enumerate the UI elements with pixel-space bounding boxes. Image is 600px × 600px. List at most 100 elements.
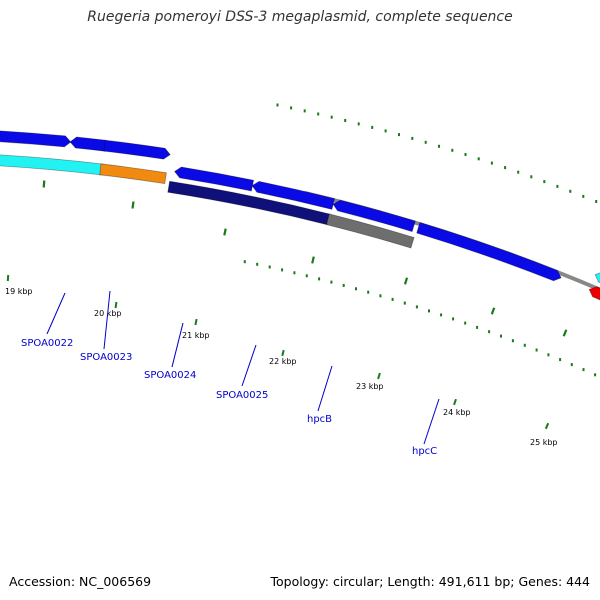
gene-feature[interactable] [69,136,107,152]
scale-tick-minor [424,140,427,144]
gene-label-connector [241,344,257,387]
scale-tick-minor [440,313,443,317]
gene-feature[interactable] [0,130,72,148]
scale-tick-minor [523,343,526,347]
scale-tick-major [194,318,198,326]
scale-tick-minor [330,115,333,119]
scale-tick-major [311,256,315,264]
scale-tick-major [131,201,135,209]
gene-feature[interactable] [588,286,600,319]
scale-tick-minor [428,309,430,313]
scale-tick-minor [342,283,345,287]
scale-tick-minor [293,271,296,275]
scale-tick-minor [256,262,259,266]
scale-label: 23 kbp [356,382,384,391]
scale-tick-minor [464,321,467,325]
gene-label-connector [46,292,66,335]
scale-tick-minor [530,175,533,179]
scale-tick-minor [317,112,320,116]
scale-tick-major [544,422,550,430]
scale-tick-minor [438,144,440,148]
scale-tick-minor [318,277,321,281]
gene-feature[interactable] [416,222,562,282]
scale-label: 24 kbp [443,408,471,417]
scale-tick-minor [330,280,333,284]
scale-tick-major [281,349,285,357]
scale-tick-minor [543,180,546,184]
scale-tick-minor [344,119,347,122]
scale-label: 25 kbp [530,438,558,447]
gene-feature[interactable] [332,199,416,233]
scale-tick-minor [391,297,394,301]
scale-tick-minor [384,129,387,133]
gene-label[interactable]: hpcC [412,446,437,457]
scale-tick-minor [476,325,479,329]
gene-feature[interactable] [326,213,415,249]
scale-tick-major [562,329,568,337]
scale-tick-minor [569,189,572,193]
scale-tick-minor [379,294,382,298]
scale-label: 21 kbp [182,331,210,340]
scale-tick-major [490,307,496,315]
scale-tick-minor [559,358,562,362]
scale-tick-minor [403,301,406,305]
gene-label[interactable]: SPOA0024 [144,370,196,381]
gene-label[interactable]: hpcB [307,414,332,425]
scale-tick-major [403,277,409,285]
scale-tick-minor [477,157,480,161]
scale-tick-minor [488,330,491,334]
scale-tick-minor [411,136,414,140]
accession-text: Accession: NC_006569 [9,574,152,589]
gene-label[interactable]: SPOA0023 [80,352,132,363]
scale-tick-minor [556,184,559,188]
scale-tick-minor [547,353,550,357]
scale-tick-minor [500,334,502,338]
scale-tick-major [223,228,227,236]
gene-label-connector [103,290,111,350]
gene-label-connector [423,398,440,445]
scale-tick-minor [415,305,418,309]
gene-feature[interactable] [103,139,171,160]
gene-feature[interactable] [594,272,600,301]
scale-tick-minor [490,161,493,165]
scale-tick-minor [594,373,597,377]
scale-tick-minor [268,265,271,269]
scale-tick-minor [303,109,306,113]
scale-tick-minor [570,363,573,367]
scale-tick-minor [504,166,507,170]
scale-tick-minor [357,122,360,126]
scale-tick-minor [464,153,467,156]
gene-label[interactable]: SPOA0025 [216,390,268,401]
scale-tick-minor [582,194,585,198]
scale-label: 19 kbp [5,287,33,296]
gene-label[interactable]: SPOA0022 [21,338,73,349]
gene-feature[interactable] [99,163,167,185]
scale-tick-minor [290,106,293,110]
gene-label-connector [317,365,333,412]
scale-tick-minor [281,268,284,272]
scale-tick-minor [276,103,279,107]
scale-tick-minor [451,148,454,152]
scale-tick-minor [517,170,520,174]
scale-tick-minor [305,274,308,278]
scale-label: 22 kbp [269,357,297,366]
scale-tick-major [453,398,457,406]
scale-tick-minor [367,290,370,294]
gene-feature[interactable] [0,154,104,176]
scale-tick-major [377,372,381,380]
scale-tick-major [42,180,46,188]
scale-tick-minor [371,125,374,129]
scale-tick-minor [582,368,585,372]
scale-tick-minor [535,348,538,352]
scale-tick-minor [355,287,357,291]
gene-label-connector [171,322,184,368]
scale-tick-minor [511,339,514,343]
scale-tick-minor [452,317,455,321]
scale-tick-minor [595,200,598,203]
scale-tick-minor [398,133,400,137]
scale-tick-major [114,301,118,309]
map-title: Ruegeria pomeroyi DSS-3 megaplasmid, com… [87,9,513,25]
topology-text: Topology: circular; Length: 491,611 bp; … [270,574,591,589]
